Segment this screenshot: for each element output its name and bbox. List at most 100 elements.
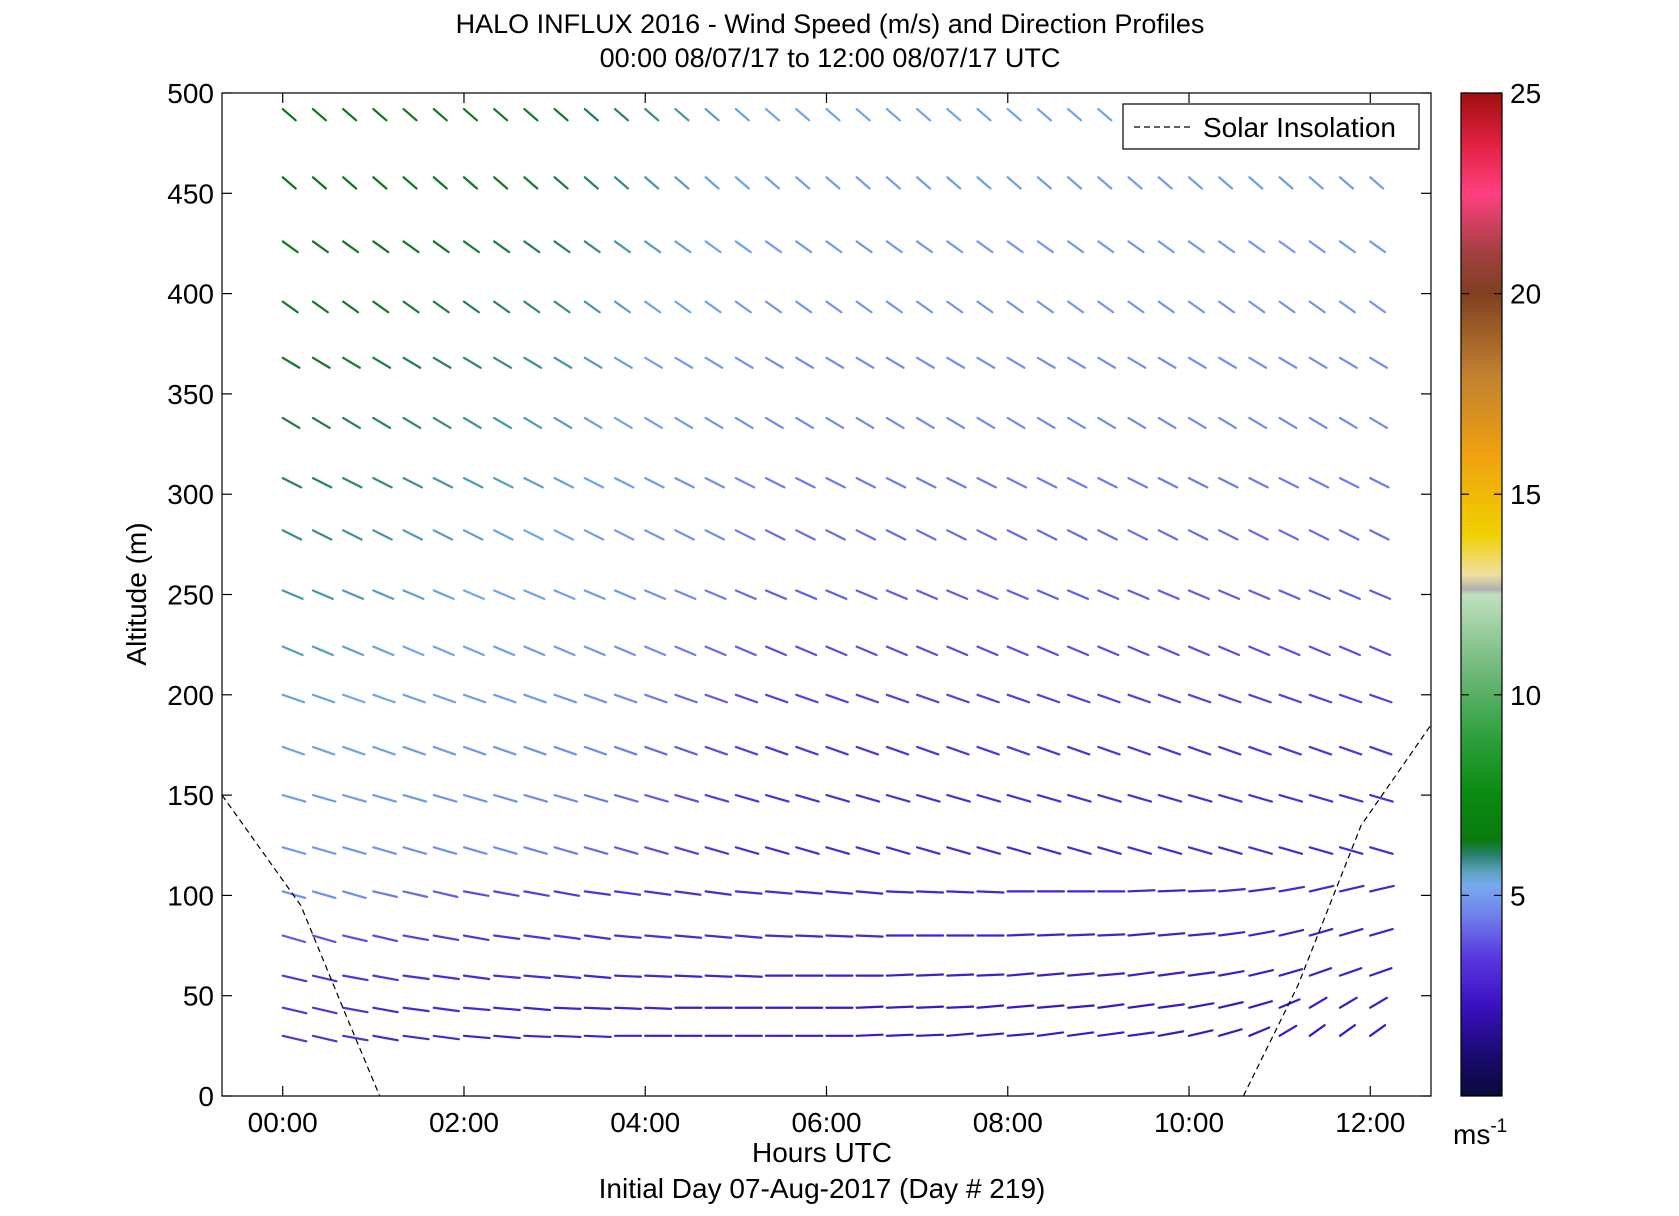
wind-barb	[1006, 529, 1028, 541]
wind-barb	[311, 529, 333, 541]
wind-barb	[1097, 1003, 1125, 1009]
wind-barb	[915, 300, 934, 314]
wind-barb	[493, 934, 521, 940]
wind-barb	[764, 240, 783, 254]
wind-barb	[281, 934, 307, 944]
wind-barb	[311, 300, 329, 314]
wind-barb	[462, 589, 485, 600]
wind-barb	[734, 107, 750, 122]
wind-barb	[644, 356, 664, 369]
wind-barb	[1006, 477, 1028, 489]
solar-insolation-lines	[221, 724, 1432, 1097]
wind-barb	[432, 1006, 460, 1013]
wind-barb	[613, 974, 642, 978]
wind-barb	[583, 300, 601, 314]
wind-barb	[1308, 529, 1330, 541]
wind-barb	[402, 240, 420, 254]
wind-barb	[946, 176, 962, 190]
wind-barb	[1067, 107, 1083, 122]
wind-barb	[1278, 793, 1304, 803]
wind-barb	[1369, 884, 1395, 893]
wind-barb	[1097, 972, 1126, 977]
wind-barb	[372, 416, 392, 430]
wind-barb	[432, 974, 460, 981]
wind-barb	[1187, 889, 1216, 893]
wind-barb	[493, 416, 512, 430]
wind-barb	[613, 589, 637, 600]
wind-barb	[1067, 529, 1088, 541]
wind-barb	[1006, 693, 1031, 704]
wind-barb	[1308, 589, 1331, 600]
wind-barb	[372, 745, 396, 756]
wind-barb	[1338, 477, 1360, 489]
wind-barb	[644, 589, 667, 600]
wind-barb	[1097, 793, 1122, 803]
wind-barb	[734, 356, 754, 369]
wind-barb	[795, 645, 818, 657]
wind-barb	[795, 793, 820, 803]
wind-barb	[402, 356, 422, 369]
wind-barb	[1187, 645, 1210, 657]
wind-barb	[915, 1005, 945, 1009]
wind-barb	[1278, 240, 1296, 254]
wind-barb	[644, 974, 673, 978]
wind-barb	[553, 1006, 582, 1010]
x-tick-label: 02:00	[429, 1107, 499, 1138]
wind-barb	[1338, 846, 1364, 855]
wind-barb	[1218, 477, 1239, 489]
wind-barb	[1097, 240, 1115, 254]
wind-barb	[795, 745, 819, 756]
wind-barb	[704, 477, 726, 489]
wind-barb	[1006, 300, 1024, 314]
wind-barb	[915, 693, 940, 704]
wind-barb	[1338, 1024, 1356, 1037]
wind-barb	[704, 890, 732, 896]
wind-barb	[1338, 927, 1364, 937]
wind-barb	[704, 300, 722, 314]
wind-barb	[493, 745, 517, 756]
wind-barb	[583, 645, 606, 657]
wind-barb	[372, 589, 395, 600]
wind-barb	[1006, 1032, 1035, 1037]
wind-barb	[825, 356, 845, 369]
x-tick-label: 10:00	[1154, 1107, 1224, 1138]
wind-barb	[1338, 967, 1363, 977]
wind-barb	[553, 1034, 582, 1039]
wind-barb	[1248, 240, 1266, 254]
wind-barb	[704, 645, 727, 657]
wind-barb	[523, 107, 539, 122]
chart-subtitle: 00:00 08/07/17 to 12:00 08/07/17 UTC	[600, 43, 1061, 73]
wind-barb	[1308, 884, 1335, 893]
wind-barb	[402, 846, 428, 855]
wind-barb	[855, 176, 871, 190]
wind-barb	[311, 477, 333, 489]
wind-barb	[1187, 176, 1204, 190]
wind-barb	[583, 529, 605, 541]
wind-barb	[432, 890, 459, 898]
wind-barb	[583, 1006, 612, 1010]
wind-barb	[946, 745, 970, 756]
wind-barb	[1369, 793, 1394, 803]
wind-barb	[1127, 356, 1147, 369]
wind-barb	[1338, 793, 1364, 803]
wind-barb	[1097, 589, 1120, 600]
wind-barb	[553, 846, 579, 855]
wind-barb	[976, 693, 1000, 704]
wind-barb	[553, 693, 577, 704]
wind-barb	[1097, 356, 1117, 369]
footer-text: Initial Day 07-Aug-2017 (Day # 219)	[599, 1173, 1046, 1204]
wind-barb	[1338, 176, 1355, 190]
y-tick-label: 350	[167, 379, 214, 410]
wind-barb	[1187, 356, 1207, 369]
wind-barb	[976, 176, 992, 190]
wind-barb	[674, 745, 698, 756]
wind-barb	[644, 300, 662, 314]
wind-barb	[462, 477, 484, 489]
wind-barb	[1157, 240, 1175, 254]
wind-barb	[734, 745, 759, 756]
wind-barb	[855, 1033, 884, 1037]
wind-barb	[976, 240, 994, 254]
wind-barb	[1278, 477, 1300, 489]
wind-barb	[674, 846, 700, 855]
wind-barb	[1187, 693, 1212, 704]
